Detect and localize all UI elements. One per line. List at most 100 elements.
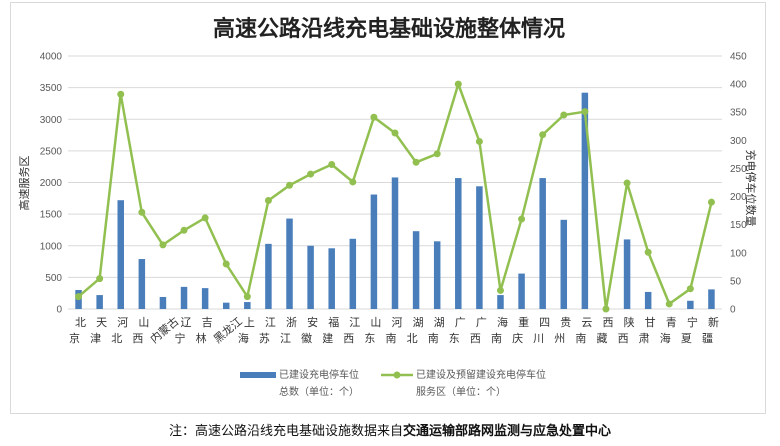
category-label: 西 [618,332,629,345]
bar [539,178,546,309]
legend: 已建设充电停车位 总数（单位：个） 已建设及预留建设充电停车位 服务区（单位：个… [240,368,546,398]
y-tick-label: 1500 [40,210,63,221]
category-label: 东 [364,332,375,345]
y2-tick-label: 200 [730,192,747,203]
category-label: 江 [265,316,276,329]
bar [286,218,293,309]
y2-tick-label: 100 [730,248,747,259]
legend-line-label-2: 服务区（单位：个） [416,385,506,398]
line-point [623,179,631,187]
category-label: 江 [349,316,360,329]
category-label: 山 [138,316,149,329]
line-point [75,293,83,301]
line-point [539,131,547,139]
line-point [518,215,526,223]
y2-tick-label: 250 [730,164,747,175]
chart-title: 高速公路沿线充电基础设施整体情况 [213,16,565,42]
y-tick-label: 1000 [40,241,63,252]
category-label: 北 [75,316,86,329]
line-point [243,293,251,301]
legend-bar-label: 已建设充电停车位 [279,368,359,381]
line-point [707,198,715,206]
line-layer [75,80,715,313]
category-label: 西 [343,332,354,345]
category-label: 贵 [560,316,571,329]
line-point [370,113,378,121]
line-point [328,161,336,169]
legend-line-marker [393,371,401,379]
category-label: 南 [428,332,439,345]
bar [497,295,504,309]
category-label: 河 [392,316,403,329]
bar [518,273,525,309]
footnote-prefix: 注：高速公路沿线充电基础设施数据来自 [168,424,403,439]
line-point [581,108,589,116]
category-label: 东 [449,332,460,345]
category-label: 西 [470,332,481,345]
footnote: 注：高速公路沿线充电基础设施数据来自交通运输部路网监测与应急处置中心 [0,420,780,439]
bar [433,241,441,309]
category-label: 福 [328,315,339,329]
category-label: 南 [491,332,502,345]
category-label: 海 [497,315,508,329]
y-axis-ticks: 0 500 1000 1500 2000 2500 3000 3500 4000 [40,52,63,316]
line-point [138,208,146,216]
category-label: 北 [407,332,418,345]
y-tick-label: 2000 [40,178,63,189]
line-point [475,137,483,145]
y2-tick-label: 300 [730,136,747,147]
category-label: 津 [90,332,101,345]
bar [222,302,230,309]
category-label: 徽 [301,331,312,345]
chart-frame: 高速公路沿线充电基础设施整体情况 0 500 1000 1500 2000 2500 300… [10,2,766,414]
y-tick-label: 500 [45,273,62,284]
bar [244,302,251,309]
bar [391,177,399,309]
bars-layer [75,92,715,309]
line-point [644,248,652,256]
category-label: 重 [518,315,529,329]
category-label: 山 [370,316,381,329]
category-label: 南 [386,332,397,345]
category-label: 河 [117,316,128,329]
bar [307,245,314,309]
y-tick-label: 3500 [40,83,63,94]
bar [412,231,420,309]
category-label: 上 [244,316,255,329]
category-label: 云 [581,316,592,329]
category-label: 新 [708,315,719,329]
y2-tick-label: 450 [730,52,747,63]
category-label: 藏 [596,332,607,345]
line-point [665,300,673,308]
y2-tick-label: 400 [730,80,747,91]
line-point [201,214,209,222]
y-tick-label: 2500 [40,146,63,157]
y2-tick-label: 50 [730,276,742,287]
y2-tick-label: 150 [730,220,747,231]
category-label: 夏 [681,332,692,345]
bar [159,296,167,309]
line-point [560,111,568,119]
line-point [496,286,504,294]
category-label: 青 [666,316,677,329]
category-label: 浙 [286,316,297,329]
bar [117,200,124,309]
category-label: 宁 [687,315,698,329]
line-point [180,226,188,234]
line-point [412,158,420,166]
category-label: 南 [575,332,586,345]
bar [560,219,568,309]
legend-bar-swatch [240,372,276,378]
category-label: 西 [602,316,613,329]
y-tick-label: 0 [56,305,62,316]
category-label: 苏 [259,332,270,345]
category-label: 庆 [512,331,523,345]
category-label: 海 [238,331,249,345]
category-label: 肃 [639,332,650,345]
bar [581,92,589,309]
line-point [222,260,230,268]
category-label: 陕 [624,315,635,329]
category-label: 江 [280,332,291,345]
bar [349,238,357,309]
